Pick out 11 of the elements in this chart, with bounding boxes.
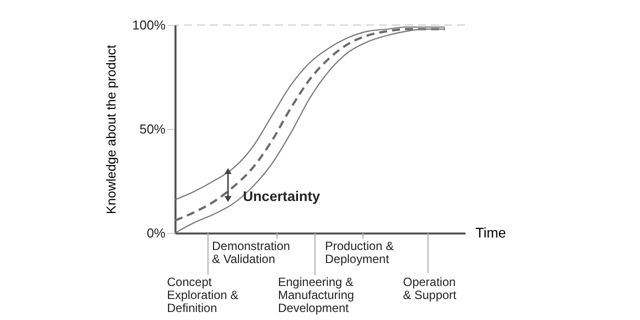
annotation: Uncertainty [243, 188, 320, 204]
y-tick-label: 0% [146, 226, 166, 240]
y-tick-label: 50% [139, 122, 166, 136]
x-axis-title: Time [476, 224, 506, 240]
text: Engineering & Manufacturing Development [278, 275, 354, 315]
y-axis-title: Knowledge about the product [103, 44, 118, 214]
text: Operation & Support [403, 275, 458, 302]
text: Concept Exploration & Definition [167, 275, 238, 315]
y-tick-label: 100% [132, 18, 166, 32]
text: Production & Deployment [325, 239, 394, 266]
text: Demonstration & Validation [212, 239, 290, 266]
